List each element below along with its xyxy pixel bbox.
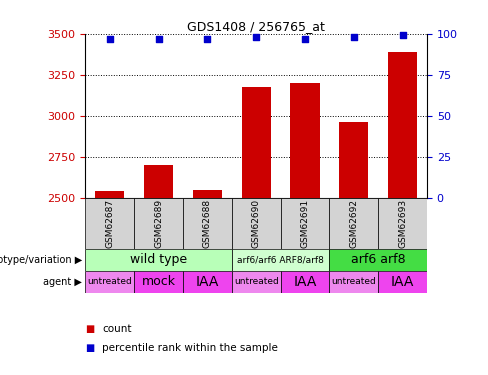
- Bar: [134, 271, 183, 292]
- Bar: [232, 271, 281, 292]
- Text: untreated: untreated: [87, 277, 132, 286]
- Text: GSM62690: GSM62690: [252, 199, 261, 248]
- Point: [350, 34, 358, 40]
- Bar: [281, 198, 329, 249]
- Bar: [388, 52, 417, 198]
- Bar: [85, 249, 232, 271]
- Bar: [134, 198, 183, 249]
- Bar: [95, 191, 124, 198]
- Bar: [85, 198, 134, 249]
- Point: [155, 36, 163, 42]
- Bar: [85, 271, 134, 292]
- Text: GSM62691: GSM62691: [301, 199, 309, 248]
- Text: agent ▶: agent ▶: [43, 277, 82, 286]
- Text: mock: mock: [142, 275, 176, 288]
- Text: wild type: wild type: [130, 253, 187, 266]
- Bar: [329, 249, 427, 271]
- Bar: [144, 165, 173, 198]
- Text: IAA: IAA: [196, 274, 219, 289]
- Bar: [183, 198, 232, 249]
- Text: GSM62687: GSM62687: [105, 199, 114, 248]
- Bar: [329, 271, 378, 292]
- Bar: [193, 190, 222, 198]
- Title: GDS1408 / 256765_at: GDS1408 / 256765_at: [187, 20, 325, 33]
- Bar: [378, 271, 427, 292]
- Point: [252, 34, 260, 40]
- Point: [399, 32, 407, 38]
- Bar: [339, 122, 368, 198]
- Bar: [378, 198, 427, 249]
- Bar: [232, 249, 329, 271]
- Bar: [232, 198, 281, 249]
- Bar: [183, 271, 232, 292]
- Text: GSM62693: GSM62693: [398, 199, 407, 248]
- Bar: [290, 83, 320, 198]
- Bar: [329, 198, 378, 249]
- Text: count: count: [102, 324, 132, 334]
- Text: GSM62688: GSM62688: [203, 199, 212, 248]
- Text: genotype/variation ▶: genotype/variation ▶: [0, 255, 82, 265]
- Bar: [242, 87, 271, 198]
- Point: [301, 36, 309, 42]
- Point: [106, 36, 114, 42]
- Text: GSM62692: GSM62692: [349, 199, 358, 248]
- Text: arf6 arf8: arf6 arf8: [351, 253, 406, 266]
- Text: arf6/arf6 ARF8/arf8: arf6/arf6 ARF8/arf8: [237, 255, 324, 264]
- Text: IAA: IAA: [391, 274, 414, 289]
- Text: IAA: IAA: [293, 274, 317, 289]
- Text: untreated: untreated: [234, 277, 279, 286]
- Text: ■: ■: [85, 343, 95, 352]
- Text: GSM62689: GSM62689: [154, 199, 163, 248]
- Bar: [281, 271, 329, 292]
- Text: ■: ■: [85, 324, 95, 334]
- Text: untreated: untreated: [331, 277, 376, 286]
- Text: percentile rank within the sample: percentile rank within the sample: [102, 343, 278, 352]
- Point: [203, 36, 211, 42]
